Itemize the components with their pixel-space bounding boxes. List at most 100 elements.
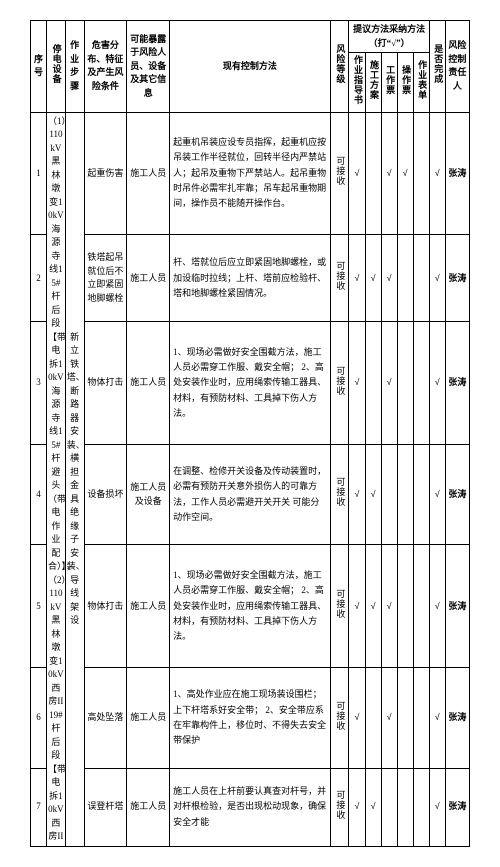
- cell-method: [381, 445, 397, 545]
- cell-done: √: [429, 668, 445, 768]
- cell-method: √: [381, 112, 397, 235]
- cell-control: 杆、塔就位后应立即紧固地脚螺栓，或加设临时拉线；上杆、塔前应检验杆、塔和地脚螺栓…: [170, 235, 331, 322]
- cell-method: √: [381, 545, 397, 668]
- cell-control: 1、高处作业应在施工现场装设围栏；上下杆塔系好安全带； 2、安全带应系在牢靠构件…: [170, 668, 331, 768]
- cell-resp: 张涛: [445, 545, 469, 668]
- cell-method: [397, 768, 413, 846]
- cell-method: [413, 112, 429, 235]
- cell-resp: 张涛: [445, 322, 469, 445]
- cell-hazard: 设备损坏: [84, 445, 127, 545]
- cell-done: √: [429, 235, 445, 322]
- cell-method: [381, 768, 397, 846]
- cell-level: 可接收: [330, 322, 349, 445]
- cell-hazard: 物体打击: [84, 322, 127, 445]
- h-exposure: 可能暴露于风险人员、设备及其它信息: [127, 21, 170, 113]
- cell-level: 可接收: [330, 668, 349, 768]
- cell-method: [365, 668, 381, 768]
- cell-control: 1、现场必需做好安全围截方法，施工人员必需穿工作服、戴安全帽； 2、高处安装作业…: [170, 322, 331, 445]
- cell-done: √: [429, 768, 445, 846]
- cell-hazard: 误登杆塔: [84, 768, 127, 846]
- cell-method: [413, 668, 429, 768]
- cell-control: 1、现场必需做好安全围截方法，施工人员必需穿工作服、戴安全帽； 2、高处安装作业…: [170, 545, 331, 668]
- cell-method: √: [349, 668, 365, 768]
- h-control: 现有控制方法: [170, 21, 331, 113]
- cell-method: [397, 322, 413, 445]
- h-hazard: 危害分布、特征及产生风险条件: [84, 21, 127, 113]
- h-method-group: 提议方法采纳方法（打“√”）: [349, 21, 429, 53]
- risk-table: 序号 停电设备 作业步骤 危害分布、特征及产生风险条件 可能暴露于风险人员、设备…: [30, 20, 470, 847]
- cell-method: √: [397, 112, 413, 235]
- cell-method: √: [381, 235, 397, 322]
- h-equip: 停电设备: [47, 21, 66, 113]
- h-level: 风险等级: [330, 21, 349, 113]
- cell-seq: 6: [31, 668, 47, 768]
- cell-method: √: [381, 322, 397, 445]
- cell-exposure: 施工人员: [127, 668, 170, 768]
- cell-method: √: [349, 235, 365, 322]
- cell-level: 可接收: [330, 768, 349, 846]
- cell-method: √: [349, 545, 365, 668]
- cell-control: 施工人员在上杆前要认真查对杆号，并对杆根检验，是否出现松动现象，确保安全才能: [170, 768, 331, 846]
- h-seq: 序号: [31, 21, 47, 113]
- cell-seq: 4: [31, 445, 47, 545]
- cell-resp: 张涛: [445, 235, 469, 322]
- cell-hazard: 高处坠落: [84, 668, 127, 768]
- cell-hazard: 铁塔起吊就位后不立即紧固地脚螺栓: [84, 235, 127, 322]
- cell-resp: 张涛: [445, 668, 469, 768]
- cell-method: √: [349, 445, 365, 545]
- cell-method: √: [365, 768, 381, 846]
- cell-method: [413, 235, 429, 322]
- cell-method: [365, 322, 381, 445]
- cell-level: 可接收: [330, 445, 349, 545]
- cell-control: 起重机吊装应设专员指挥，起重机应按吊装工作半径就位，回转半径内严禁站人；起吊及重…: [170, 112, 331, 235]
- cell-control: 在调整、检修开关设备及传动装置时，必需有预防开关意外损伤人的可靠方法，工作人员必…: [170, 445, 331, 545]
- cell-method: [365, 112, 381, 235]
- h-m1: 作业指导书: [349, 53, 365, 113]
- cell-method: [413, 445, 429, 545]
- h-step: 作业步骤: [65, 21, 84, 113]
- cell-method: √: [365, 235, 381, 322]
- cell-method: [397, 235, 413, 322]
- cell-seq: 2: [31, 235, 47, 322]
- cell-seq: 5: [31, 545, 47, 668]
- cell-method: [397, 445, 413, 545]
- cell-method: [413, 768, 429, 846]
- cell-done: √: [429, 322, 445, 445]
- cell-method: [413, 545, 429, 668]
- cell-hazard: 物体打击: [84, 545, 127, 668]
- cell-method: [413, 322, 429, 445]
- cell-exposure: 施工人员: [127, 768, 170, 846]
- h-m3: 工作票: [381, 53, 397, 113]
- cell-level: 可接收: [330, 235, 349, 322]
- cell-done: √: [429, 112, 445, 235]
- cell-exposure: 施工人员: [127, 235, 170, 322]
- cell-method: √: [365, 545, 381, 668]
- cell-resp: 张涛: [445, 445, 469, 545]
- h-m4: 操作票: [397, 53, 413, 113]
- cell-method: √: [349, 112, 365, 235]
- cell-exposure: 施工人员: [127, 112, 170, 235]
- cell-method: √: [365, 445, 381, 545]
- cell-done: √: [429, 445, 445, 545]
- cell-seq: 1: [31, 112, 47, 235]
- cell-exposure: 施工人员: [127, 545, 170, 668]
- cell-resp: 张涛: [445, 112, 469, 235]
- h-m2: 施工方案: [365, 53, 381, 113]
- h-done: 是否完成: [429, 21, 445, 113]
- h-m5: 作业表单: [413, 53, 429, 113]
- cell-level: 可接收: [330, 545, 349, 668]
- cell-exposure: 施工人员: [127, 322, 170, 445]
- cell-equip: （1）110kV黑林墩变10kV海源寺线15#杆后段【带电拆10kV海源寺线15…: [47, 112, 66, 846]
- cell-method: √: [381, 668, 397, 768]
- cell-step: 新立铁塔、断路器安装、横担金具绝缘子安装、导线架设: [65, 112, 84, 846]
- cell-seq: 3: [31, 322, 47, 445]
- cell-seq: 7: [31, 768, 47, 846]
- cell-done: √: [429, 545, 445, 668]
- cell-method: [397, 668, 413, 768]
- cell-level: 可接收: [330, 112, 349, 235]
- cell-method: √: [349, 322, 365, 445]
- cell-method: √: [349, 768, 365, 846]
- cell-exposure: 施工人员及设备: [127, 445, 170, 545]
- cell-method: [397, 545, 413, 668]
- cell-resp: 张涛: [445, 768, 469, 846]
